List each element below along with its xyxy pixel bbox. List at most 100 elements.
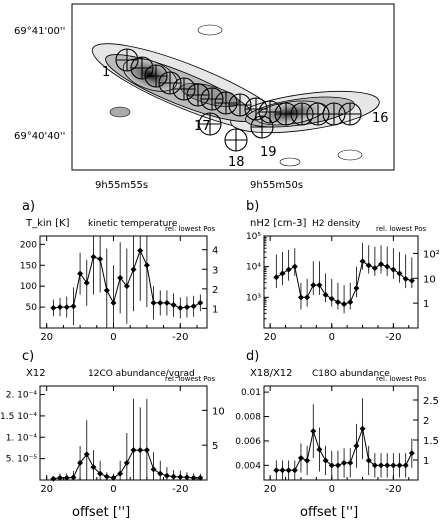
data-point [316, 446, 323, 453]
data-point [177, 474, 184, 481]
right-tick-label: 2 [423, 416, 429, 427]
data-point [310, 282, 317, 289]
data-point [347, 459, 354, 466]
panel-label: b) [246, 199, 259, 214]
data-point [117, 470, 124, 477]
x-tick-label: -20 [172, 484, 188, 495]
data-point [70, 474, 77, 481]
position-circle [172, 77, 196, 101]
data-point [97, 470, 104, 477]
data-point [328, 462, 335, 469]
data-point [291, 263, 298, 270]
position-circle [224, 128, 248, 152]
data-point [408, 277, 415, 284]
ra-label-1: 9h55m55s [95, 180, 148, 191]
panel-label: d) [246, 349, 259, 364]
right-tick-label: 5 [212, 441, 218, 452]
data-point [97, 256, 104, 262]
position-label-19: 19 [260, 145, 277, 160]
data-point [197, 299, 204, 306]
data-point [103, 287, 110, 294]
data-point [279, 270, 286, 277]
data-point [90, 253, 97, 260]
right-tick-label: 2 [212, 285, 218, 296]
chart-b: 20 0 -20 10³ 10⁴ 10⁵ 1 10 10² b) nH2 [cm-3] H2 dens… [246, 199, 440, 343]
data-point [83, 451, 90, 458]
data-point [110, 299, 117, 306]
position-label-18: 18 [228, 155, 245, 170]
x-tick-label: 20 [40, 484, 53, 495]
data-point [304, 294, 311, 301]
position-circle [130, 56, 154, 80]
data-point [163, 472, 170, 479]
panel-label: c) [22, 349, 34, 364]
y-tick-label: 5. 10⁻⁵ [6, 455, 38, 465]
right-tick-label: 1 [212, 304, 218, 315]
plot-frame [263, 235, 419, 329]
position-circle [198, 112, 222, 136]
data-point [291, 467, 298, 474]
y-tick-label: 10³ [246, 293, 261, 303]
contour-map: 1 16 17 18 19 69°41'00'' 69°40'40'' 9h55… [14, 3, 395, 191]
chart-title: C18O abundance [312, 369, 390, 379]
right-tick-label: 1 [423, 299, 429, 310]
right-axis-label: rel. lowest Pos [165, 225, 216, 233]
data-point [310, 428, 317, 435]
x-tick-label: 0 [110, 484, 116, 495]
y-axis-label: X18/X12 [250, 368, 293, 379]
data-point [322, 291, 329, 298]
position-circle [158, 71, 182, 95]
data-point [365, 262, 372, 269]
data-point [123, 283, 130, 290]
plot-frame [39, 235, 208, 329]
panel-label: a) [22, 199, 35, 214]
data-point [157, 299, 164, 306]
y-tick-label: 0.01 [241, 388, 261, 398]
data-point [57, 474, 64, 481]
right-tick-label: 10 [212, 406, 225, 417]
x-axis-title-right: offset [''] [300, 505, 359, 520]
data-point [334, 299, 341, 306]
y-tick-label: 2. 10⁻⁴ [6, 391, 38, 401]
position-circles [115, 48, 362, 152]
x-tick-label: 20 [264, 484, 277, 495]
y-tick-label: 0.006 [235, 437, 261, 447]
data-point [130, 447, 137, 454]
right-tick-label: 10 [423, 274, 436, 285]
data-point [137, 447, 144, 454]
data-point [70, 303, 77, 310]
data-point [378, 261, 385, 268]
right-tick-label: 10² [423, 249, 440, 260]
chart-d: 20 0 -20 0.004 0.006 0.008 0.01 1 1.5 2 2.5 d) X18/X… [235, 349, 439, 495]
data-point [396, 462, 403, 469]
data-point [117, 274, 124, 281]
data-point [157, 470, 164, 477]
data-point [402, 462, 409, 469]
data-point [328, 295, 335, 302]
data-point [316, 282, 323, 289]
y-tick-label: 200 [20, 240, 37, 250]
data-point [273, 467, 280, 474]
plot-frame [263, 385, 419, 481]
data-point [304, 457, 311, 464]
data-point [177, 304, 184, 311]
x-tick-label: 20 [40, 332, 53, 343]
data-point [279, 467, 286, 474]
position-circle [338, 102, 362, 126]
y-tick-label: 100 [20, 282, 37, 292]
data-point [297, 294, 304, 301]
data-point [390, 266, 397, 273]
data-point [90, 464, 97, 471]
x-tick-label: 0 [329, 332, 335, 343]
data-point [143, 262, 150, 269]
chart-c: 20 0 -20 5. 10⁻⁵ 1. 10⁻⁴ 1.5 10⁻⁴ 2. 10⁻⁴ 5 10 c)… [0, 349, 225, 495]
data-point [359, 425, 366, 432]
data-point [353, 442, 360, 449]
position-circle [186, 83, 210, 107]
data-point [390, 462, 397, 469]
data-point [170, 302, 177, 308]
x-tick-label: -20 [385, 332, 401, 343]
data-point [103, 473, 110, 480]
y-tick-label: 1.5 10⁻⁴ [0, 412, 37, 422]
